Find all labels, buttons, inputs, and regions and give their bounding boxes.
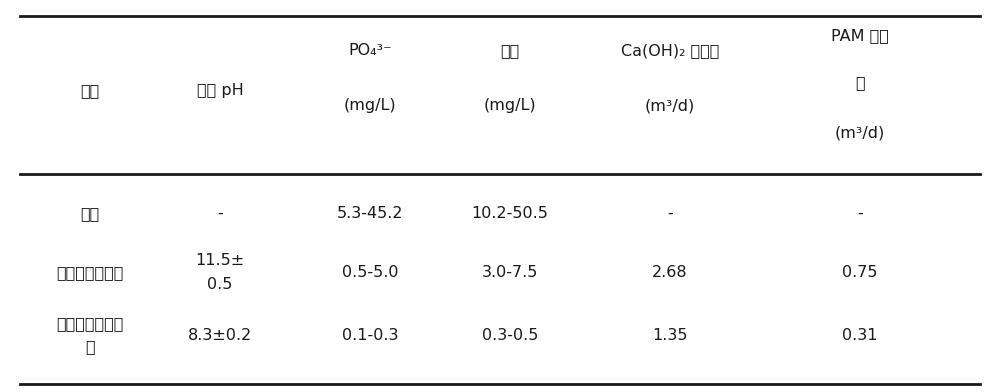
Text: 0.75: 0.75 (842, 265, 878, 280)
Text: 0.1-0.3: 0.1-0.3 (342, 328, 398, 343)
Text: 3.0-7.5: 3.0-7.5 (482, 265, 538, 280)
Text: 原水: 原水 (80, 206, 100, 221)
Text: 量: 量 (855, 75, 865, 90)
Text: 0.3-0.5: 0.3-0.5 (482, 328, 538, 343)
Text: 0.31: 0.31 (842, 328, 878, 343)
Text: 0.5: 0.5 (207, 277, 233, 292)
Text: Ca(OH)₂ 投加量: Ca(OH)₂ 投加量 (621, 44, 719, 58)
Text: -: - (857, 206, 863, 221)
Text: 11.5±: 11.5± (195, 253, 245, 268)
Text: -: - (667, 206, 673, 221)
Text: (mg/L): (mg/L) (344, 98, 396, 113)
Text: 5.3-45.2: 5.3-45.2 (337, 206, 403, 221)
Text: 水样: 水样 (80, 83, 100, 98)
Text: PO₄³⁻: PO₄³⁻ (348, 44, 392, 58)
Text: 2.68: 2.68 (652, 265, 688, 280)
Text: 1.35: 1.35 (652, 328, 688, 343)
Text: 出水 pH: 出水 pH (197, 83, 243, 98)
Text: PAM 投加: PAM 投加 (831, 28, 889, 43)
Text: (m³/d): (m³/d) (645, 98, 695, 113)
Text: 本实施例处理方: 本实施例处理方 (56, 316, 124, 331)
Text: 8.3±0.2: 8.3±0.2 (188, 328, 252, 343)
Text: 0.5-5.0: 0.5-5.0 (342, 265, 398, 280)
Text: 总磷: 总磷 (500, 44, 520, 58)
Text: (mg/L): (mg/L) (484, 98, 536, 113)
Text: 法: 法 (85, 339, 95, 354)
Text: -: - (217, 206, 223, 221)
Text: 10.2-50.5: 10.2-50.5 (472, 206, 548, 221)
Text: 传统混凝沉淀法: 传统混凝沉淀法 (56, 265, 124, 280)
Text: (m³/d): (m³/d) (835, 126, 885, 141)
